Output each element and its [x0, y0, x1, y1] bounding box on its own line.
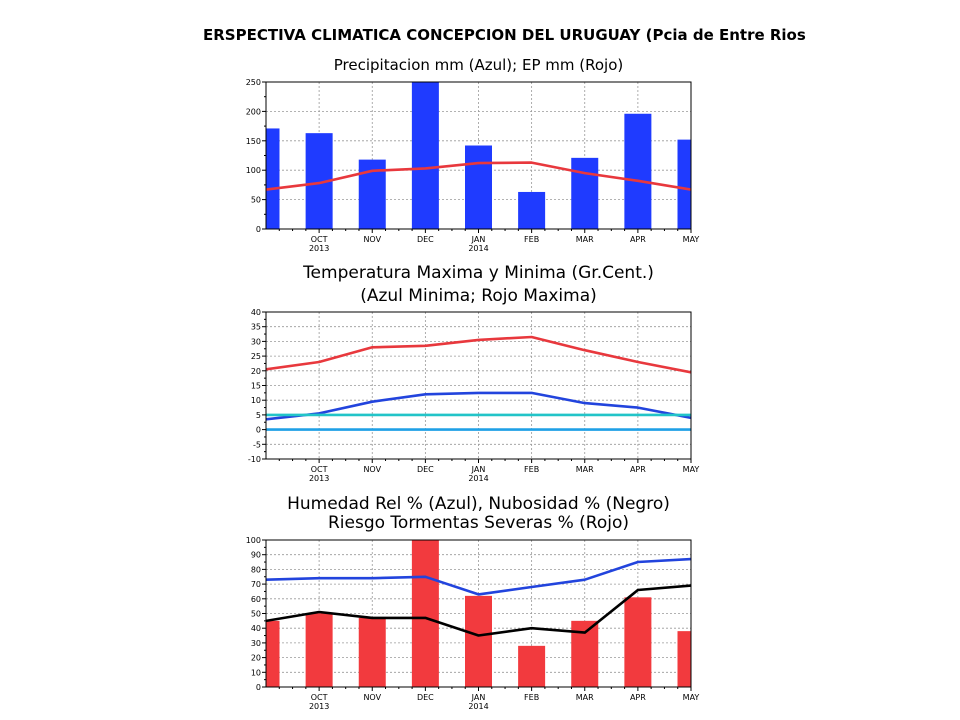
y-tick-label: 60 [251, 595, 261, 604]
y-tick-label: 35 [251, 323, 261, 332]
x-tick-label-may: MAY [683, 693, 700, 702]
y-tick-label: 10 [251, 668, 261, 677]
bar-precipitacion-7 [624, 113, 652, 229]
x-year-label: 2014 [468, 244, 488, 253]
line-minima [266, 391, 691, 421]
line-nubosidad [266, 584, 691, 637]
line-maxima [266, 335, 691, 374]
line-humedad-rel [266, 557, 691, 596]
y-tick-label: -5 [253, 440, 261, 449]
bar-riesgo-tormentas-severas-3 [411, 540, 439, 687]
y-tick-label: 30 [251, 337, 261, 346]
x-tick-label-apr: APR [630, 693, 646, 702]
line-ep [266, 161, 691, 191]
y-tick-label: 100 [246, 536, 261, 545]
x-tick-label-nov: NOV [363, 235, 381, 244]
bar-riesgo-tormentas-severas-2 [358, 617, 386, 687]
x-tick-label-may: MAY [683, 465, 700, 474]
humidity-storm-chart: Humedad Rel % (Azul), Nubosidad % (Negro… [246, 494, 700, 711]
bar-riesgo-tormentas-severas-1 [305, 613, 333, 687]
y-tick-label: 50 [251, 610, 261, 619]
y-tick-label: 20 [251, 367, 261, 376]
y-tick-label: 100 [246, 166, 261, 175]
y-tick-label: 30 [251, 639, 261, 648]
y-tick-label: 15 [251, 382, 261, 391]
bar-precipitacion-0 [266, 128, 280, 229]
y-tick-label: -10 [248, 455, 261, 464]
y-tick-label: 80 [251, 565, 261, 574]
x-tick-label-jan: JAN [471, 693, 486, 702]
precipitation-chart: Precipitacion mm (Azul); EP mm (Rojo) 0 50… [246, 56, 700, 253]
y-tick-label: 250 [246, 78, 261, 87]
temperature-chart: Temperatura Maxima y Minima (Gr.Cent.) (A… [248, 263, 700, 483]
x-tick-label-may: MAY [683, 235, 700, 244]
y-tick-label: 50 [251, 196, 261, 205]
y-tick-label: 25 [251, 352, 261, 361]
x-year-label: 2013 [309, 702, 329, 711]
y-tick-label: 150 [246, 137, 261, 146]
plot-area [266, 540, 691, 687]
bar-precipitacion-4 [465, 145, 492, 229]
bar-precipitacion-6 [571, 157, 599, 229]
chart-title: Temperatura Maxima y Minima (Gr.Cent.) [302, 263, 654, 283]
y-tick-label: 0 [256, 225, 261, 234]
bar-riesgo-tormentas-severas-0 [266, 620, 280, 687]
x-tick-label-dec: DEC [417, 235, 434, 244]
chart-title: (Azul Minima; Rojo Maxima) [360, 286, 597, 306]
y-tick-label: 200 [246, 107, 261, 116]
x-tick-label-apr: APR [630, 235, 646, 244]
x-tick-label-jan: JAN [471, 465, 486, 474]
x-tick-label-oct: OCT [311, 235, 328, 244]
bar-precipitacion-3 [411, 82, 439, 229]
plot-area [266, 82, 691, 229]
bar-riesgo-tormentas-severas-8 [677, 631, 691, 687]
y-tick-label: 0 [256, 426, 261, 435]
x-tick-label-jan: JAN [471, 235, 486, 244]
figure-title: ERSPECTIVA CLIMATICA CONCEPCION DEL URUG… [203, 26, 806, 44]
y-tick-label: 10 [251, 396, 261, 405]
plot-area [266, 335, 691, 431]
y-tick-label: 70 [251, 580, 261, 589]
x-tick-label-nov: NOV [363, 465, 381, 474]
x-tick-label-nov: NOV [363, 693, 381, 702]
bar-riesgo-tormentas-severas-4 [465, 595, 492, 687]
y-tick-label: 40 [251, 624, 261, 633]
x-tick-label-oct: OCT [311, 693, 328, 702]
chart-title: Precipitacion mm (Azul); EP mm (Rojo) [334, 56, 623, 74]
y-tick-label: 90 [251, 551, 261, 560]
x-tick-label-mar: MAR [576, 235, 594, 244]
x-tick-label-apr: APR [630, 465, 646, 474]
x-year-label: 2014 [468, 702, 488, 711]
x-tick-label-feb: FEB [524, 235, 539, 244]
y-tick-label: 0 [256, 683, 261, 692]
x-tick-label-feb: FEB [524, 693, 539, 702]
x-tick-label-feb: FEB [524, 465, 539, 474]
x-tick-label-mar: MAR [576, 465, 594, 474]
x-tick-label-dec: DEC [417, 693, 434, 702]
x-year-label: 2014 [468, 474, 488, 483]
chart-title: Riesgo Tormentas Severas % (Rojo) [328, 513, 629, 533]
y-tick-label: 40 [251, 308, 261, 317]
bar-precipitacion-8 [677, 139, 691, 229]
bar-riesgo-tormentas-severas-7 [624, 597, 652, 687]
x-tick-label-mar: MAR [576, 693, 594, 702]
x-year-label: 2013 [309, 244, 329, 253]
bar-riesgo-tormentas-severas-5 [518, 645, 546, 687]
bar-precipitacion-5 [518, 191, 546, 229]
y-tick-label: 20 [251, 654, 261, 663]
x-tick-label-oct: OCT [311, 465, 328, 474]
x-year-label: 2013 [309, 474, 329, 483]
y-tick-label: 5 [256, 411, 261, 420]
chart-title: Humedad Rel % (Azul), Nubosidad % (Negro… [287, 494, 670, 514]
x-tick-label-dec: DEC [417, 465, 434, 474]
